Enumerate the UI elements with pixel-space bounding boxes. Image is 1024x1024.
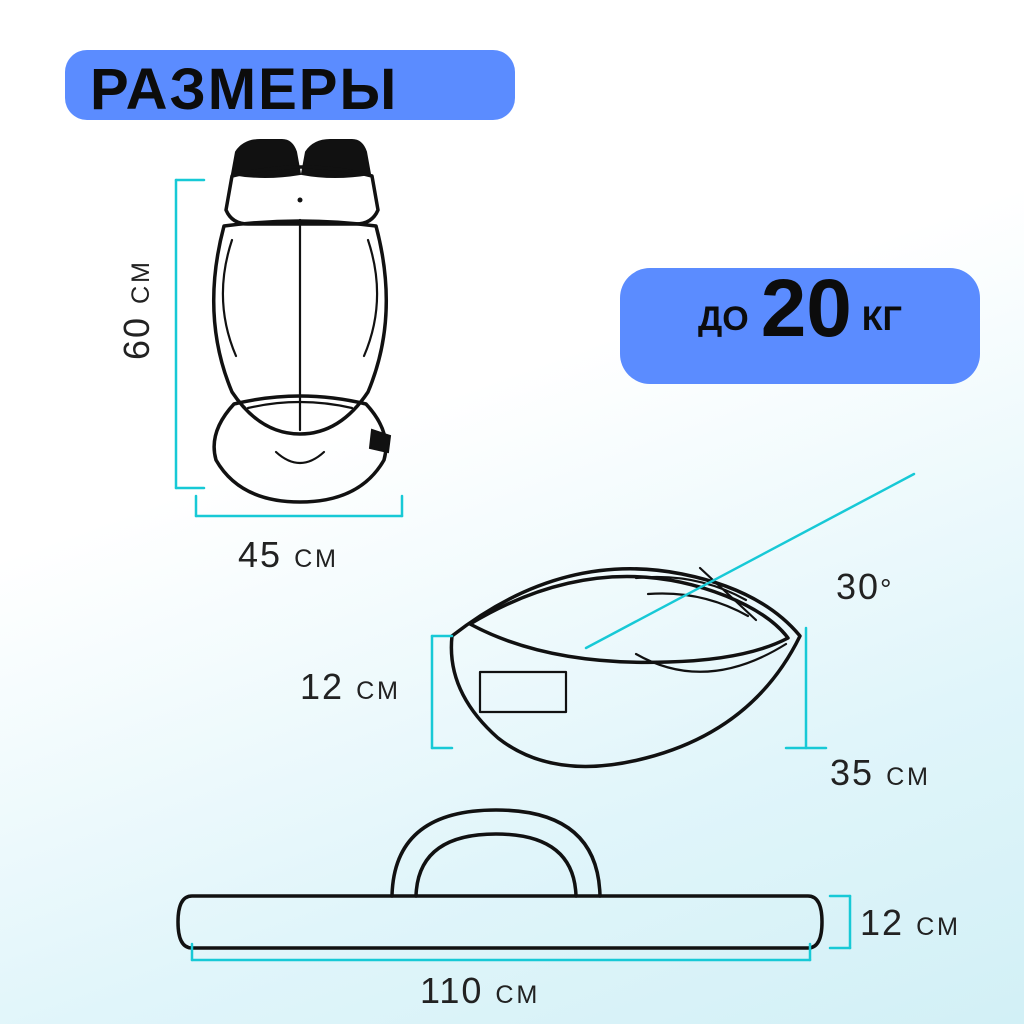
weight-unit: КГ xyxy=(862,300,902,339)
weight-prefix: ДО xyxy=(698,300,749,339)
dim-label-110: 110 СМ xyxy=(420,970,540,1012)
weight-number: 20 xyxy=(761,268,852,350)
dim-label-60: 60 СМ xyxy=(116,259,158,360)
dim-label-45: 45 СМ xyxy=(238,534,339,576)
dim-label-30: 30° xyxy=(836,566,894,608)
hip-seat-illustration xyxy=(451,568,800,766)
dim-label-12a: 12 СМ xyxy=(300,666,401,708)
belt-illustration xyxy=(178,810,822,948)
page-title: РАЗМЕРЫ xyxy=(90,56,398,123)
dim-label-12b: 12 СМ xyxy=(860,902,961,944)
drawing-stage: .ol { fill:none; stroke:#111; stroke-wid… xyxy=(0,0,1024,1024)
carrier-illustration xyxy=(214,140,390,502)
dim-label-35: 35 СМ xyxy=(830,752,931,794)
weight-badge: ДО 20 КГ xyxy=(620,268,980,384)
